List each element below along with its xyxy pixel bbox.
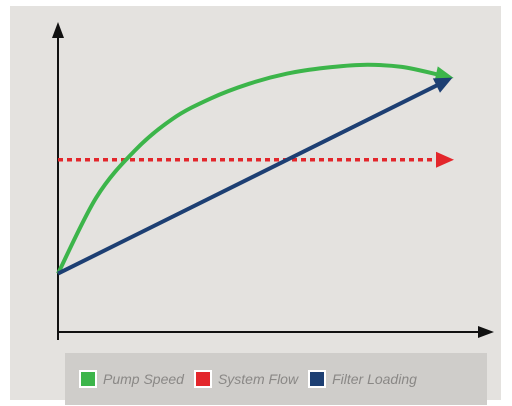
series-line-pump-speed	[56, 62, 441, 275]
legend-swatch-pump-speed	[79, 370, 97, 388]
chart-card: Pump Speed System Flow Filter Loading	[10, 6, 501, 405]
legend-item-system-flow: System Flow	[193, 370, 299, 388]
legend: Pump Speed System Flow Filter Loading	[65, 353, 487, 405]
legend-swatch-filter-loading	[308, 370, 327, 388]
y-axis-arrow	[52, 22, 64, 38]
legend-label-pump-speed: Pump Speed	[103, 371, 184, 387]
legend-label-system-flow: System Flow	[217, 371, 299, 387]
legend-swatch-system-flow	[193, 370, 212, 388]
legend-item-filter-loading: Filter Loading	[308, 370, 417, 388]
legend-label-filter-loading: Filter Loading	[332, 371, 417, 387]
x-axis-arrow	[478, 326, 494, 338]
chart-plot	[52, 22, 494, 340]
series-line-filter-loading	[57, 82, 441, 276]
series-arrow-filter-loading	[432, 77, 453, 93]
series-arrow-system-flow	[436, 151, 454, 168]
legend-item-pump-speed: Pump Speed	[79, 370, 184, 388]
